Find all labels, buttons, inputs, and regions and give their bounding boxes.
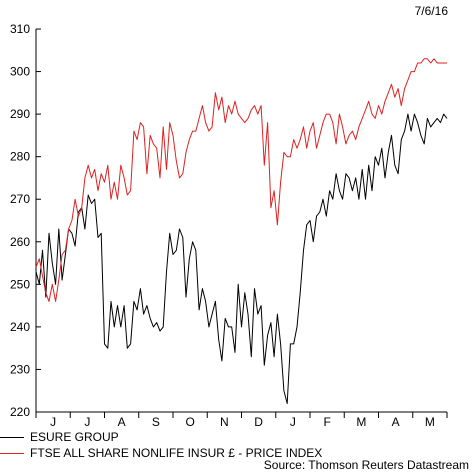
x-month-label: J <box>290 415 296 429</box>
y-axis-ticks: 220 230 240 250 260 270 280 290 300 310 <box>10 22 41 419</box>
y-tick-label: 290 <box>10 107 30 121</box>
x-month-label: M <box>356 415 366 429</box>
legend-swatch-esure <box>0 437 24 439</box>
y-tick-label: 280 <box>10 150 30 164</box>
legend-swatch-ftse <box>0 453 24 455</box>
y-tick-label: 250 <box>10 277 30 291</box>
date-label: 7/6/16 <box>414 4 448 18</box>
y-tick-label: 310 <box>10 22 30 36</box>
series-line-ftse <box>35 58 447 302</box>
chart-series-lines <box>35 58 448 404</box>
x-month-label: M <box>425 415 435 429</box>
y-tick-label: 260 <box>10 235 30 249</box>
y-tick-label: 230 <box>10 362 30 376</box>
x-month-label: A <box>392 415 400 429</box>
legend-item-ftse: FTSE ALL SHARE NONLIFE INSUR £ - PRICE I… <box>0 446 322 460</box>
x-month-label: O <box>185 415 194 429</box>
x-month-label: F <box>323 415 330 429</box>
y-tick-label: 240 <box>10 320 30 334</box>
y-tick-label: 220 <box>10 405 30 419</box>
x-month-label: J <box>50 415 56 429</box>
x-month-label: D <box>254 415 263 429</box>
x-month-label: N <box>220 415 229 429</box>
legend-label-ftse: FTSE ALL SHARE NONLIFE INSUR £ - PRICE I… <box>30 446 323 460</box>
x-month-label: J <box>84 415 90 429</box>
source-note: Source: Thomson Reuters Datastream <box>263 458 469 472</box>
legend-item-esure: ESURE GROUP <box>0 430 119 444</box>
series-line-esure <box>35 113 448 404</box>
y-tick-label: 270 <box>10 192 30 206</box>
y-tick-label: 300 <box>10 65 30 79</box>
legend-label-esure: ESURE GROUP <box>30 430 119 444</box>
x-month-label: A <box>118 415 126 429</box>
x-month-label: S <box>152 415 160 429</box>
chart-axes <box>35 29 447 413</box>
